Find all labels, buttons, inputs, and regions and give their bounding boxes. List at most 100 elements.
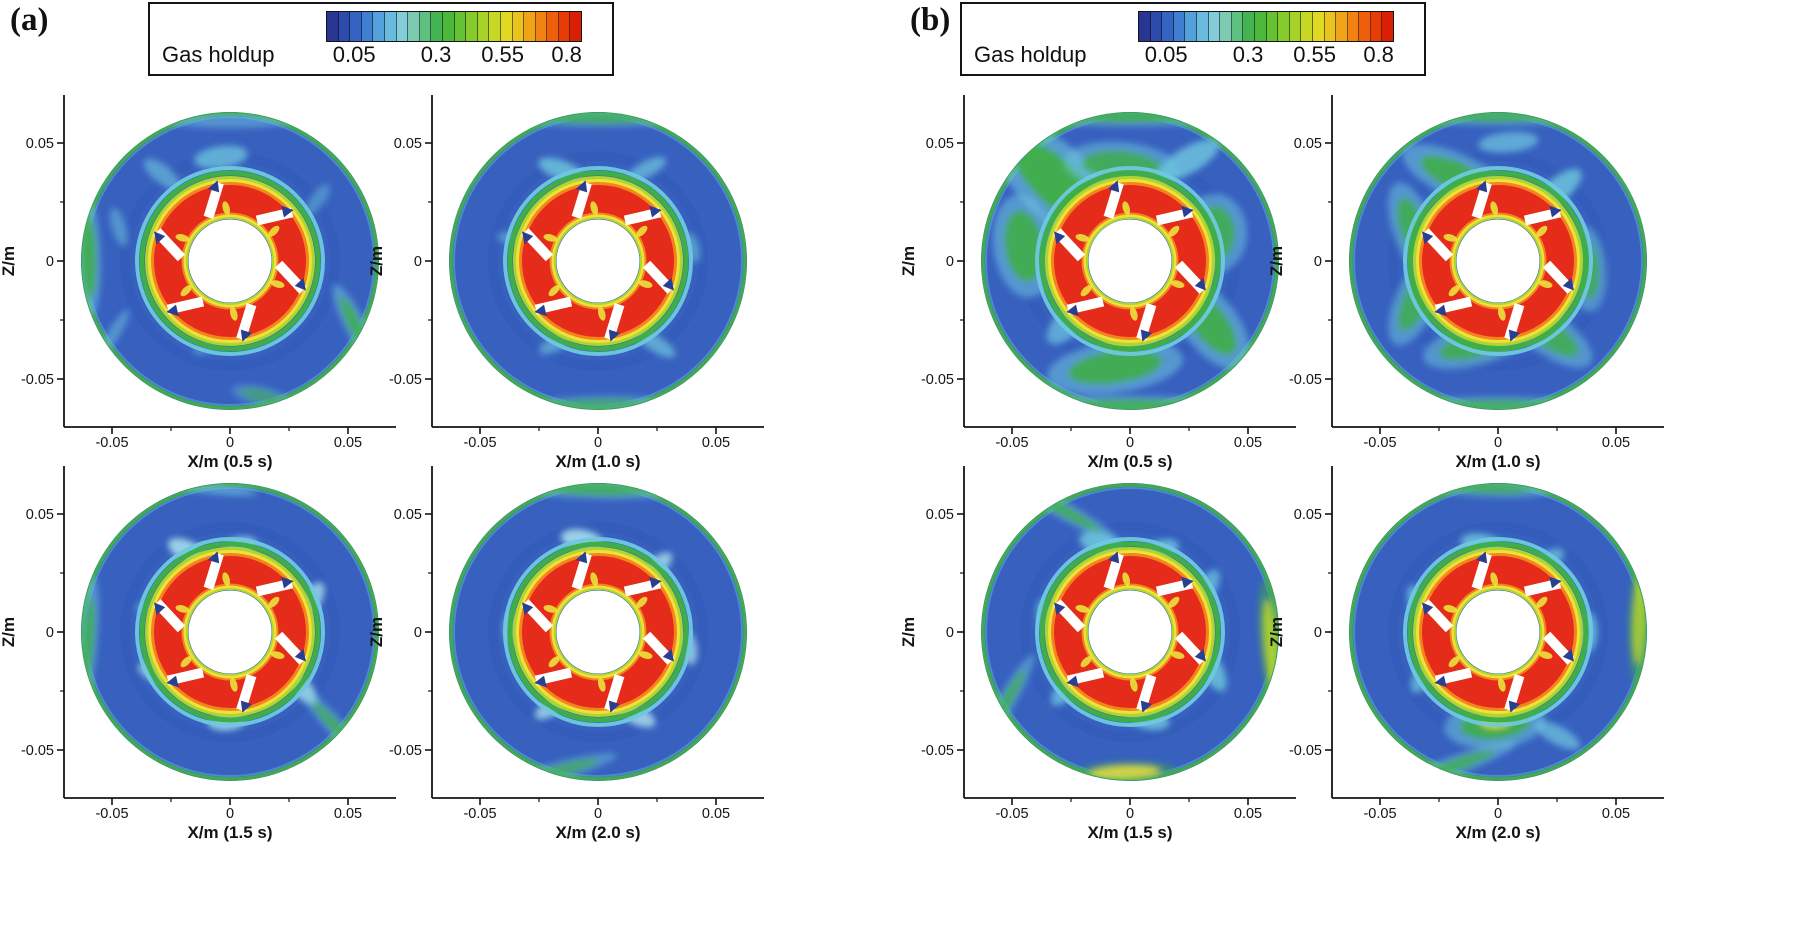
blade-slot <box>1170 631 1207 665</box>
x-tick-label: 0.05 <box>1602 435 1630 451</box>
colorbar-cell <box>1336 12 1348 41</box>
subplot-a-1-0s: -0.05 0 0.05 0.05 0 -0.05 Z/m X/m (1.0 s) <box>362 87 782 479</box>
blade-slot <box>638 260 675 294</box>
subplot-b-2-0s: -0.05 0 0.05 0.05 0 -0.05 Z/m X/m (2.0 s) <box>1262 458 1682 850</box>
blade-slot <box>1066 285 1105 317</box>
y-tick-label: -0.05 <box>389 743 422 759</box>
impeller-ring <box>1403 166 1593 356</box>
colorbar-cell <box>1150 12 1163 41</box>
blade-slot <box>571 551 599 590</box>
x-tick-label: 0 <box>226 806 234 822</box>
impeller-ring <box>1403 537 1593 727</box>
blade-slot <box>1170 260 1207 294</box>
y-tick-label: 0 <box>946 625 954 641</box>
y-axis-label: Z/m <box>367 246 386 276</box>
colorbar-tick-label: 0.55 <box>481 42 525 67</box>
blade-slot <box>1421 228 1458 262</box>
blade-slot <box>597 674 625 713</box>
colorbar-cell <box>1208 12 1221 41</box>
y-tick-label: 0.05 <box>394 507 422 523</box>
blade-slot <box>153 228 190 262</box>
subplot-b-1-5s: -0.05 0 0.05 0.05 0 -0.05 Z/m X/m (1.5 s) <box>894 458 1314 850</box>
axes: -0.05 0 0.05 0.05 0 -0.05 Z/m X/m (1.0 s) <box>1267 95 1664 471</box>
blade-slot <box>153 599 190 633</box>
axes: -0.05 0 0.05 0.05 0 -0.05 Z/m X/m (2.0 s) <box>1267 466 1664 842</box>
blade-slot <box>1421 599 1458 633</box>
axes: -0.05 0 0.05 0.05 0 -0.05 Z/m X/m (0.5 s) <box>899 95 1296 471</box>
x-axis-label: X/m (1.5 s) <box>1087 823 1172 842</box>
y-tick-label: 0.05 <box>1294 136 1322 152</box>
colorbar-cell <box>373 12 385 41</box>
blade-slot <box>521 599 558 633</box>
colorbar-cell <box>500 12 513 41</box>
x-axis-label: X/m (1.5 s) <box>187 823 272 842</box>
contour-plot: -0.05 0 0.05 0.05 0 -0.05 Z/m X/m (1.0 s) <box>367 95 764 471</box>
y-axis-label: Z/m <box>367 617 386 647</box>
x-tick-label: -0.05 <box>95 435 128 451</box>
colorbar-cell <box>466 12 478 41</box>
colorbar-title-a: Gas holdup <box>162 42 275 67</box>
panel-b-label: (b) <box>910 2 951 38</box>
colorbar-cell <box>477 12 490 41</box>
y-axis-label: Z/m <box>1267 246 1286 276</box>
colorbar-cell <box>327 12 339 41</box>
blade-slot <box>1129 303 1157 342</box>
x-tick-label: 0 <box>594 435 602 451</box>
blade-slot <box>1434 656 1473 688</box>
contour-plot: -0.05 0 0.05 0.05 0 -0.05 Z/m X/m (2.0 s) <box>367 466 764 842</box>
y-tick-label: 0 <box>46 625 54 641</box>
y-tick-label: 0.05 <box>26 507 54 523</box>
impeller-ring <box>503 537 693 727</box>
y-tick-label: 0.05 <box>1294 507 1322 523</box>
colorbar-cell <box>1359 12 1371 41</box>
panel-a: (a) Gas holdup 0.05 0.3 0.55 0.8 -0.05 0 0.05… <box>0 2 782 850</box>
blade-slot <box>1434 285 1473 317</box>
x-tick-label: 0 <box>1494 435 1502 451</box>
blade-slot <box>571 180 599 219</box>
y-tick-label: 0.05 <box>926 507 954 523</box>
colorbar-tick-label: 0.8 <box>551 42 582 67</box>
colorbar-cell <box>1382 12 1394 41</box>
y-tick-label: 0.05 <box>926 136 954 152</box>
contour-plot: -0.05 0 0.05 0.05 0 -0.05 Z/m X/m (2.0 s) <box>1267 466 1664 842</box>
blade-slot <box>229 303 257 342</box>
x-tick-label: 0.05 <box>334 435 362 451</box>
blade-slot <box>623 576 662 608</box>
colorbar-cell <box>1139 12 1151 41</box>
colorbar-cell <box>535 12 548 41</box>
panel-a-label: (a) <box>10 2 49 38</box>
colorbar-tick-label: 0.8 <box>1363 42 1394 67</box>
colorbar-cell <box>408 12 420 41</box>
axes: -0.05 0 0.05 0.05 0 -0.05 Z/m X/m (2.0 s) <box>367 466 764 842</box>
y-tick-label: 0 <box>46 254 54 270</box>
colorbar-b <box>1138 11 1394 42</box>
blade-slot <box>1053 599 1090 633</box>
blade-slot <box>1103 551 1131 590</box>
x-tick-label: 0 <box>594 806 602 822</box>
x-tick-label: -0.05 <box>95 806 128 822</box>
axes: -0.05 0 0.05 0.05 0 -0.05 Z/m X/m (1.0 s) <box>367 95 764 471</box>
y-tick-label: -0.05 <box>1289 372 1322 388</box>
blade-slot <box>597 303 625 342</box>
x-tick-label: -0.05 <box>995 435 1028 451</box>
y-tick-label: 0 <box>1314 254 1322 270</box>
colorbar-cell <box>1301 12 1313 41</box>
subplot-a-1-5s: -0.05 0 0.05 0.05 0 -0.05 Z/m X/m (1.5 s) <box>0 458 414 850</box>
blade-slot <box>203 551 231 590</box>
x-axis-label: X/m (0.5 s) <box>187 452 272 471</box>
blade-slot <box>1523 205 1562 237</box>
impeller-ring <box>503 166 693 356</box>
blade-slot <box>1155 576 1194 608</box>
colorbar-cell <box>1347 12 1360 41</box>
blade-slot <box>1538 260 1575 294</box>
colorbar-a <box>326 11 582 42</box>
contour-plot: -0.05 0 0.05 0.05 0 -0.05 Z/m X/m (1.5 s) <box>899 466 1296 842</box>
y-tick-label: 0 <box>946 254 954 270</box>
colorbar-cell <box>1231 12 1244 41</box>
colorbar-tick-label: 0.3 <box>1232 42 1264 67</box>
y-tick-label: -0.05 <box>389 372 422 388</box>
contour-plot: -0.05 0 0.05 0.05 0 -0.05 Z/m X/m (1.0 s) <box>1267 95 1664 471</box>
colorbar-cell <box>384 12 397 41</box>
contour-plot: -0.05 0 0.05 0.05 0 -0.05 Z/m X/m (0.5 s) <box>0 95 396 471</box>
blade-slot <box>255 205 294 237</box>
